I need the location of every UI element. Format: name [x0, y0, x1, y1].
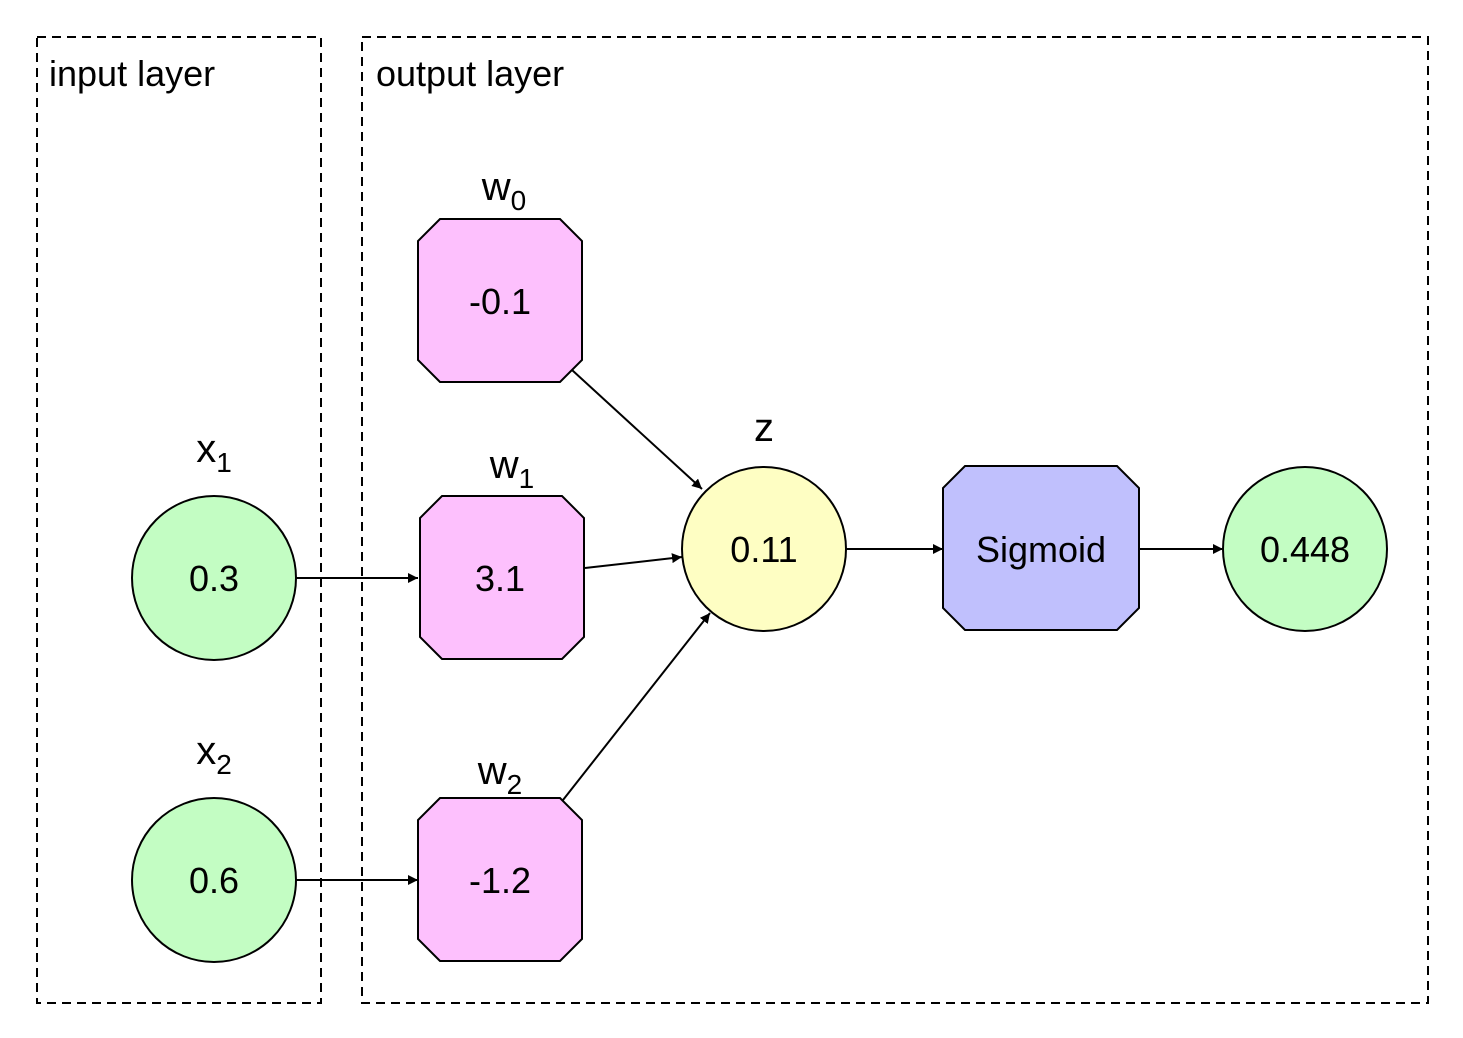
node-w1-octagon [419, 495, 585, 660]
node-x1-value: 0.3 [189, 558, 239, 599]
input-layer-box [36, 36, 322, 1004]
node-z-label: z [754, 406, 774, 450]
node-output: 0.448 [1222, 466, 1388, 632]
edge-w1-z [584, 553, 683, 569]
node-sigmoid-octagon [942, 465, 1140, 631]
output-layer-box [361, 36, 1429, 1004]
node-x1-label: x1 [196, 427, 232, 478]
node-x2: x2 0.6 [131, 729, 297, 963]
node-w2: w2 -1.2 [417, 749, 583, 962]
edge-w2-z [562, 612, 711, 801]
node-sigmoid-value: Sigmoid [976, 529, 1106, 570]
node-x1: x1 0.3 [131, 427, 297, 661]
node-w1-value: 3.1 [475, 558, 525, 599]
node-w0-label: w0 [481, 165, 526, 216]
node-w2-label: w2 [477, 749, 522, 800]
node-output-value: 0.448 [1260, 529, 1350, 570]
node-sigmoid: Sigmoid [942, 465, 1140, 631]
node-w0-value: -0.1 [469, 281, 531, 322]
output-layer-label: output layer [376, 53, 564, 94]
node-x1-circle [131, 495, 297, 661]
edge-w0-z [571, 369, 703, 490]
node-w2-value: -1.2 [469, 860, 531, 901]
node-z-circle [681, 466, 847, 632]
node-x2-value: 0.6 [189, 860, 239, 901]
node-w0: w0 -0.1 [417, 165, 583, 383]
node-w1: w1 3.1 [419, 443, 585, 660]
node-z-value: 0.11 [730, 529, 797, 570]
input-layer-label: input layer [49, 53, 215, 94]
node-z: z 0.11 [681, 406, 847, 632]
node-x2-circle [131, 797, 297, 963]
node-w2-octagon [417, 797, 583, 962]
node-output-circle [1222, 466, 1388, 632]
node-w0-octagon [417, 218, 583, 383]
node-w1-label: w1 [489, 443, 534, 494]
node-x2-label: x2 [196, 729, 232, 780]
edges [296, 369, 1223, 885]
